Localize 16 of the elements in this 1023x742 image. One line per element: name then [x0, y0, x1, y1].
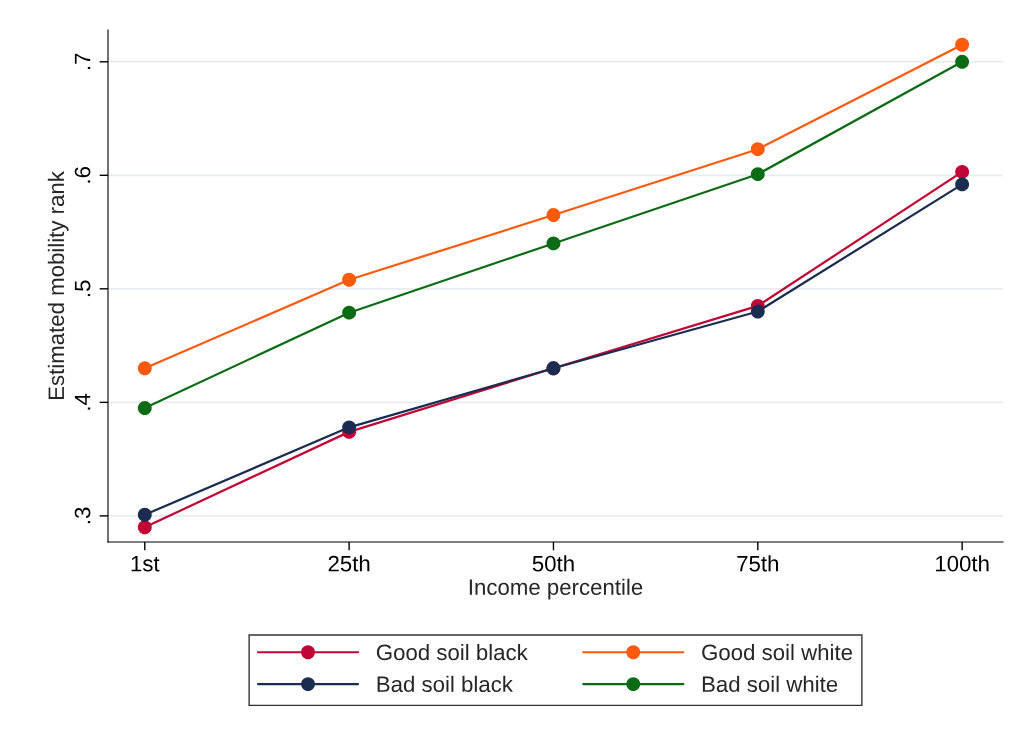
legend-label: Good soil white: [702, 643, 852, 661]
y-axis-title: Estimated mobility rank: [47, 171, 69, 400]
legend-label: Bad soil white: [702, 675, 838, 693]
y-tick-label: .3: [74, 507, 91, 524]
x-tick-label: 25th: [328, 555, 370, 572]
y-tick-label: .4: [74, 393, 91, 410]
legend-label: Bad soil black: [377, 675, 513, 693]
x-tick-label: 1st: [131, 556, 160, 572]
x-tick-label: 50th: [532, 555, 574, 572]
y-tick-label: .7: [74, 53, 91, 70]
x-tick-label: 75th: [737, 555, 778, 572]
x-tick-label: 100th: [936, 555, 989, 572]
x-axis-title: Income percentile: [469, 578, 643, 600]
y-tick-label: .5: [74, 280, 91, 297]
y-tick-label: .6: [74, 167, 91, 183]
legend-label: Good soil black: [376, 643, 528, 661]
